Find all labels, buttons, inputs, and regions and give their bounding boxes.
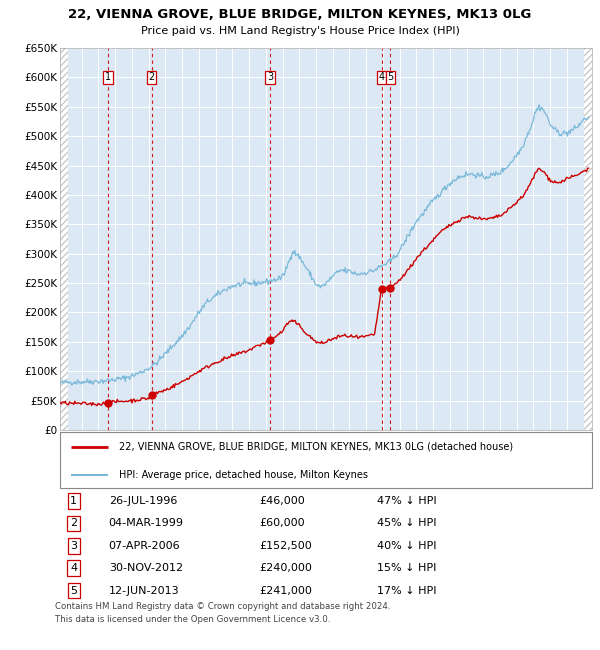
Text: 22, VIENNA GROVE, BLUE BRIDGE, MILTON KEYNES, MK13 0LG (detached house): 22, VIENNA GROVE, BLUE BRIDGE, MILTON KE… (119, 441, 512, 452)
Text: 15% ↓ HPI: 15% ↓ HPI (377, 563, 437, 573)
Bar (60, 48, 68, 430)
FancyBboxPatch shape (60, 432, 592, 488)
Bar (584, 48, 592, 430)
Text: This data is licensed under the Open Government Licence v3.0.: This data is licensed under the Open Gov… (55, 614, 331, 623)
Text: 3: 3 (70, 541, 77, 551)
Text: £60,000: £60,000 (259, 518, 305, 528)
Text: 04-MAR-1999: 04-MAR-1999 (109, 518, 184, 528)
Text: 2: 2 (148, 72, 155, 83)
Text: £241,000: £241,000 (259, 586, 312, 595)
Text: £240,000: £240,000 (259, 563, 312, 573)
Text: Contains HM Land Registry data © Crown copyright and database right 2024.: Contains HM Land Registry data © Crown c… (55, 602, 391, 611)
Text: 07-APR-2006: 07-APR-2006 (109, 541, 181, 551)
Text: 30-NOV-2012: 30-NOV-2012 (109, 563, 183, 573)
Text: 1: 1 (105, 72, 111, 83)
Text: 2: 2 (70, 518, 77, 528)
Text: £152,500: £152,500 (259, 541, 312, 551)
Text: 45% ↓ HPI: 45% ↓ HPI (377, 518, 437, 528)
Text: HPI: Average price, detached house, Milton Keynes: HPI: Average price, detached house, Milt… (119, 469, 368, 480)
Text: 40% ↓ HPI: 40% ↓ HPI (377, 541, 437, 551)
Text: 26-JUL-1996: 26-JUL-1996 (109, 496, 177, 506)
Text: 22, VIENNA GROVE, BLUE BRIDGE, MILTON KEYNES, MK13 0LG: 22, VIENNA GROVE, BLUE BRIDGE, MILTON KE… (68, 8, 532, 21)
Text: £46,000: £46,000 (259, 496, 305, 506)
Text: 4: 4 (379, 72, 385, 83)
Text: 12-JUN-2013: 12-JUN-2013 (109, 586, 179, 595)
Text: 17% ↓ HPI: 17% ↓ HPI (377, 586, 437, 595)
Text: Price paid vs. HM Land Registry's House Price Index (HPI): Price paid vs. HM Land Registry's House … (140, 26, 460, 36)
Text: 4: 4 (70, 563, 77, 573)
Text: 5: 5 (70, 586, 77, 595)
Text: 3: 3 (267, 72, 274, 83)
Text: 47% ↓ HPI: 47% ↓ HPI (377, 496, 437, 506)
Text: 5: 5 (387, 72, 394, 83)
Text: 1: 1 (70, 496, 77, 506)
